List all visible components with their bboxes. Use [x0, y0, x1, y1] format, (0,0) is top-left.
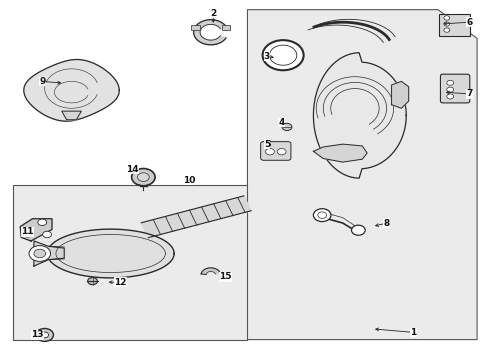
- Polygon shape: [194, 20, 226, 45]
- FancyBboxPatch shape: [439, 14, 470, 36]
- Text: 14: 14: [126, 165, 139, 174]
- Circle shape: [447, 80, 454, 85]
- FancyBboxPatch shape: [441, 74, 470, 103]
- Circle shape: [88, 278, 98, 285]
- Text: 3: 3: [264, 52, 270, 61]
- FancyBboxPatch shape: [221, 25, 230, 30]
- Circle shape: [138, 173, 149, 181]
- Polygon shape: [47, 246, 66, 260]
- Circle shape: [266, 148, 274, 155]
- Text: 15: 15: [219, 272, 232, 281]
- FancyBboxPatch shape: [191, 25, 200, 30]
- Circle shape: [41, 332, 49, 338]
- Polygon shape: [392, 81, 409, 108]
- Circle shape: [277, 148, 286, 155]
- Polygon shape: [314, 53, 406, 178]
- Circle shape: [444, 16, 450, 20]
- Circle shape: [270, 45, 297, 65]
- Polygon shape: [20, 219, 52, 241]
- Circle shape: [282, 123, 292, 131]
- Text: 13: 13: [31, 330, 44, 339]
- Circle shape: [263, 40, 304, 70]
- Polygon shape: [141, 196, 251, 238]
- Polygon shape: [34, 241, 64, 266]
- Circle shape: [29, 246, 50, 261]
- Polygon shape: [314, 144, 367, 162]
- Text: 4: 4: [278, 118, 285, 127]
- Text: 5: 5: [264, 140, 270, 149]
- Text: 1: 1: [411, 328, 416, 337]
- Circle shape: [444, 28, 450, 32]
- Polygon shape: [13, 185, 247, 339]
- Polygon shape: [247, 10, 477, 339]
- Text: 10: 10: [183, 176, 195, 185]
- Text: 7: 7: [466, 89, 473, 98]
- Text: 11: 11: [22, 228, 34, 237]
- Text: 6: 6: [466, 18, 473, 27]
- Circle shape: [43, 231, 51, 238]
- Text: 12: 12: [114, 278, 126, 287]
- Circle shape: [34, 249, 46, 258]
- Circle shape: [447, 87, 454, 92]
- Polygon shape: [62, 111, 81, 120]
- Circle shape: [314, 209, 331, 222]
- Polygon shape: [201, 268, 220, 274]
- Polygon shape: [24, 59, 119, 121]
- Text: 9: 9: [39, 77, 46, 86]
- Circle shape: [23, 230, 32, 237]
- Text: 2: 2: [210, 9, 217, 18]
- Circle shape: [132, 168, 155, 186]
- Polygon shape: [47, 229, 174, 278]
- Circle shape: [38, 219, 47, 226]
- Circle shape: [444, 22, 450, 26]
- Circle shape: [318, 212, 327, 219]
- Text: 8: 8: [384, 219, 390, 228]
- FancyBboxPatch shape: [261, 141, 291, 160]
- Circle shape: [36, 328, 53, 341]
- Circle shape: [447, 94, 454, 99]
- Circle shape: [351, 225, 365, 235]
